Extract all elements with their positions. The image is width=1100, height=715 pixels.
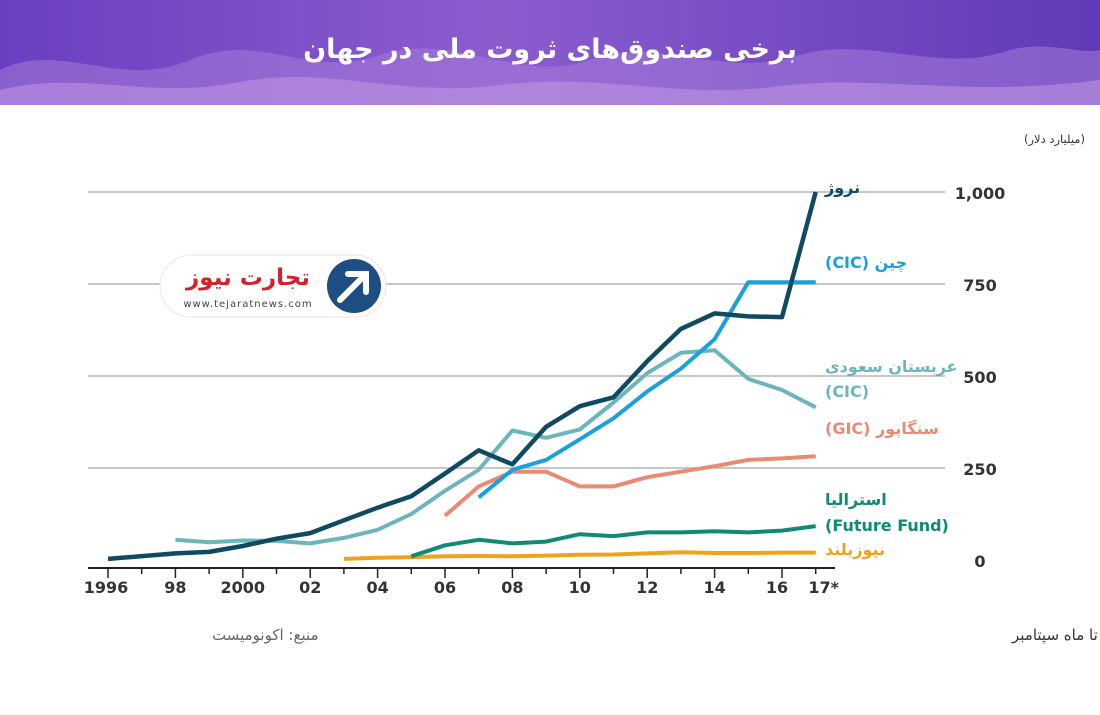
series-line xyxy=(343,550,816,561)
logo-url: www.tejaratnews.com xyxy=(183,299,312,310)
x-tick-label: 17* xyxy=(808,578,839,597)
x-tick-label: 12 xyxy=(636,578,658,597)
series-labels: نروژ (CIC) چین عربستان سعودی (CIC) (GIC) سنگ… xyxy=(824,178,958,559)
series-label: (CIC) xyxy=(825,382,869,401)
series-label: نروژ xyxy=(824,178,860,197)
series-label: (Future Fund) xyxy=(825,516,949,535)
series-line xyxy=(477,280,816,499)
series-label: (CIC) چین xyxy=(825,253,907,273)
series-label: عربستان سعودی xyxy=(825,357,958,376)
x-tick-label: 02 xyxy=(299,578,321,597)
series-line xyxy=(107,191,818,562)
y-tick-label: 0 xyxy=(974,552,985,571)
x-tick-label: 98 xyxy=(164,578,186,597)
series-label: استرالیا xyxy=(825,490,887,509)
logo-name: تجارت نیوز xyxy=(185,265,310,291)
series-lines xyxy=(107,191,818,562)
chart-title: برخی صندوق‌های ثروت ملی در جهان xyxy=(303,34,797,65)
x-tick-label: 14 xyxy=(703,578,725,597)
x-tick-label: 04 xyxy=(366,578,388,597)
logo: تجارت نیوز www.tejaratnews.com xyxy=(159,254,387,318)
series-line xyxy=(443,454,816,518)
x-tick-label: 08 xyxy=(501,578,523,597)
x-tick-label: 1996 xyxy=(84,578,129,597)
axes: 1996 98 2000 02 04 06 08 10 12 14 16 17* xyxy=(84,567,840,597)
series-line xyxy=(175,348,817,546)
x-tick-label: 10 xyxy=(569,578,591,597)
y-tick-label: 500 xyxy=(963,368,996,387)
gridlines: 0 250 500 750 1,000 xyxy=(88,184,1005,571)
y-tick-label: 250 xyxy=(963,460,996,479)
series-line xyxy=(410,524,816,559)
series-label: نیوزیلند xyxy=(825,540,885,559)
y-tick-label: 1,000 xyxy=(955,184,1006,203)
header-banner: برخی صندوق‌های ثروت ملی در جهان xyxy=(0,0,1100,105)
footnote: * تا ماه سپتامبر xyxy=(1011,626,1100,645)
source-note: منبع: اکونومیست xyxy=(212,626,319,644)
x-tick-label: 2000 xyxy=(221,578,266,597)
unit-label: (میلیارد دلار) xyxy=(1024,132,1085,147)
series-label: (GIC) سنگاپور xyxy=(825,419,939,439)
x-tick-label: 06 xyxy=(434,578,456,597)
x-tick-label: 16 xyxy=(766,578,788,597)
y-tick-label: 750 xyxy=(963,276,996,295)
